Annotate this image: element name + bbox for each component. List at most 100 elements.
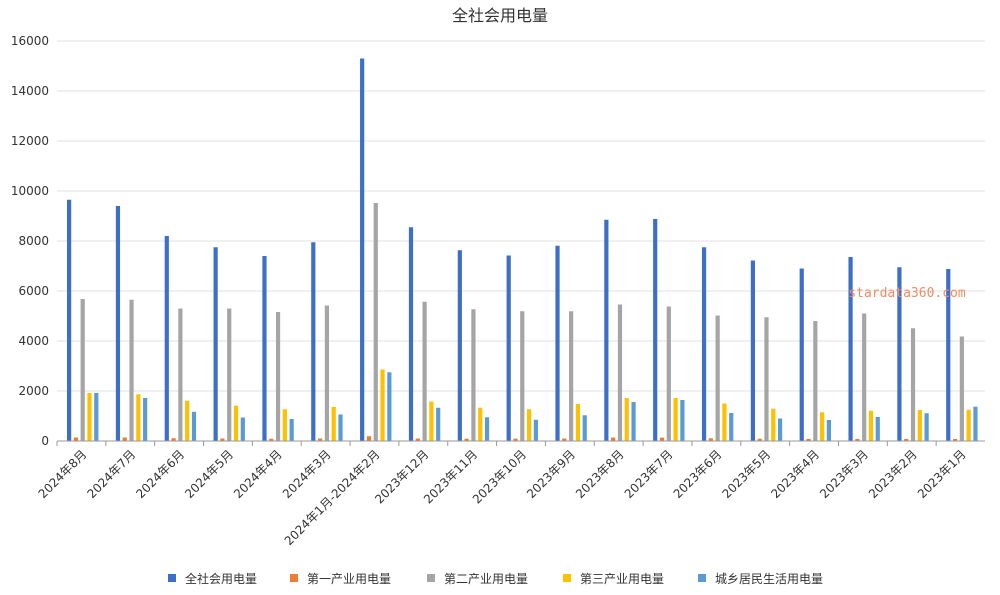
bar[interactable] bbox=[318, 438, 323, 442]
bar[interactable] bbox=[366, 436, 372, 441]
bar[interactable] bbox=[80, 299, 85, 441]
bar[interactable] bbox=[575, 404, 581, 441]
bar[interactable] bbox=[611, 437, 616, 442]
bar[interactable] bbox=[771, 408, 776, 441]
bar[interactable] bbox=[185, 400, 190, 441]
bar[interactable] bbox=[233, 405, 239, 441]
bar[interactable] bbox=[715, 315, 720, 442]
bar[interactable] bbox=[862, 313, 867, 442]
bar[interactable] bbox=[220, 438, 225, 442]
bar[interactable] bbox=[143, 398, 148, 441]
bar[interactable] bbox=[471, 309, 476, 441]
bar[interactable] bbox=[67, 199, 72, 441]
bar[interactable] bbox=[422, 301, 427, 441]
bar[interactable] bbox=[952, 439, 958, 441]
bar[interactable] bbox=[506, 255, 511, 442]
bar[interactable] bbox=[478, 407, 483, 441]
bar[interactable] bbox=[701, 247, 707, 441]
bar[interactable] bbox=[653, 219, 658, 441]
bar[interactable] bbox=[136, 394, 141, 441]
bar[interactable] bbox=[436, 407, 441, 441]
bar[interactable] bbox=[191, 411, 197, 441]
bar[interactable] bbox=[129, 299, 134, 441]
bar[interactable] bbox=[917, 410, 922, 441]
bar[interactable] bbox=[311, 242, 316, 441]
bar[interactable] bbox=[757, 438, 762, 441]
bar[interactable] bbox=[904, 439, 909, 441]
bar[interactable] bbox=[604, 219, 609, 441]
bar[interactable] bbox=[526, 409, 532, 441]
legend-item[interactable]: 第二产业用电量 bbox=[427, 572, 528, 586]
bar[interactable] bbox=[464, 438, 469, 441]
bar[interactable] bbox=[240, 417, 245, 442]
bar[interactable] bbox=[324, 305, 330, 442]
bar[interactable] bbox=[799, 268, 804, 442]
bar[interactable] bbox=[924, 413, 929, 441]
bar[interactable] bbox=[171, 438, 176, 441]
bar[interactable] bbox=[729, 413, 734, 441]
bar[interactable] bbox=[387, 372, 392, 441]
bar[interactable] bbox=[122, 437, 127, 442]
bar[interactable] bbox=[457, 250, 462, 441]
bar[interactable] bbox=[722, 403, 727, 442]
bar[interactable] bbox=[855, 439, 860, 441]
bar[interactable] bbox=[569, 311, 574, 441]
bar[interactable] bbox=[289, 419, 294, 441]
bar[interactable] bbox=[484, 417, 490, 441]
bar[interactable] bbox=[617, 304, 623, 442]
bar[interactable] bbox=[87, 393, 92, 441]
bar[interactable] bbox=[520, 311, 525, 441]
bar[interactable] bbox=[868, 410, 874, 441]
bar[interactable] bbox=[946, 269, 951, 441]
bar[interactable] bbox=[164, 236, 169, 441]
bar[interactable] bbox=[750, 260, 755, 442]
bar[interactable] bbox=[959, 336, 964, 442]
bar[interactable] bbox=[227, 308, 232, 442]
bar[interactable] bbox=[408, 227, 414, 441]
bar[interactable] bbox=[178, 308, 183, 442]
bar[interactable] bbox=[764, 317, 769, 441]
bar[interactable] bbox=[875, 417, 880, 441]
bar[interactable] bbox=[513, 438, 518, 441]
bar[interactable] bbox=[415, 438, 420, 442]
bar[interactable] bbox=[360, 58, 365, 442]
legend[interactable]: 全社会用电量 第一产业用电量 第二产业用电量 第三产业用电量 城乡居民生活用电量 bbox=[168, 571, 823, 586]
legend-item[interactable]: 城乡居民生活用电量 bbox=[698, 572, 823, 586]
bar[interactable] bbox=[555, 245, 560, 441]
bar[interactable] bbox=[429, 401, 434, 442]
bar[interactable] bbox=[806, 438, 811, 441]
legend-item[interactable]: 全社会用电量 bbox=[168, 571, 257, 586]
bar[interactable] bbox=[73, 437, 78, 442]
bar[interactable] bbox=[282, 409, 287, 441]
bar[interactable] bbox=[910, 328, 916, 441]
bar[interactable] bbox=[848, 257, 853, 441]
bar[interactable] bbox=[213, 247, 218, 441]
bar[interactable] bbox=[373, 203, 378, 441]
bar[interactable] bbox=[562, 438, 567, 442]
bar[interactable] bbox=[826, 420, 832, 441]
bar[interactable] bbox=[624, 398, 629, 441]
bar[interactable] bbox=[338, 414, 343, 442]
bar[interactable] bbox=[275, 312, 281, 441]
legend-item[interactable]: 第三产业用电量 bbox=[563, 572, 664, 586]
bar[interactable] bbox=[897, 267, 902, 441]
bar[interactable] bbox=[262, 256, 267, 441]
bar[interactable] bbox=[666, 306, 671, 442]
bar[interactable] bbox=[533, 419, 538, 441]
bar[interactable] bbox=[966, 409, 971, 441]
bar[interactable] bbox=[631, 402, 636, 441]
bar[interactable] bbox=[380, 369, 385, 442]
bar[interactable] bbox=[777, 418, 783, 442]
bar[interactable] bbox=[673, 398, 678, 441]
bar[interactable] bbox=[115, 206, 121, 441]
bar[interactable] bbox=[973, 406, 978, 441]
bar[interactable] bbox=[331, 407, 336, 441]
bar[interactable] bbox=[708, 438, 713, 441]
bar[interactable] bbox=[813, 321, 818, 441]
bar[interactable] bbox=[820, 412, 825, 441]
bar[interactable] bbox=[659, 437, 665, 441]
bar[interactable] bbox=[680, 400, 685, 441]
legend-item[interactable]: 第一产业用电量 bbox=[290, 572, 391, 586]
bar[interactable] bbox=[269, 438, 274, 441]
bar[interactable] bbox=[94, 393, 99, 441]
